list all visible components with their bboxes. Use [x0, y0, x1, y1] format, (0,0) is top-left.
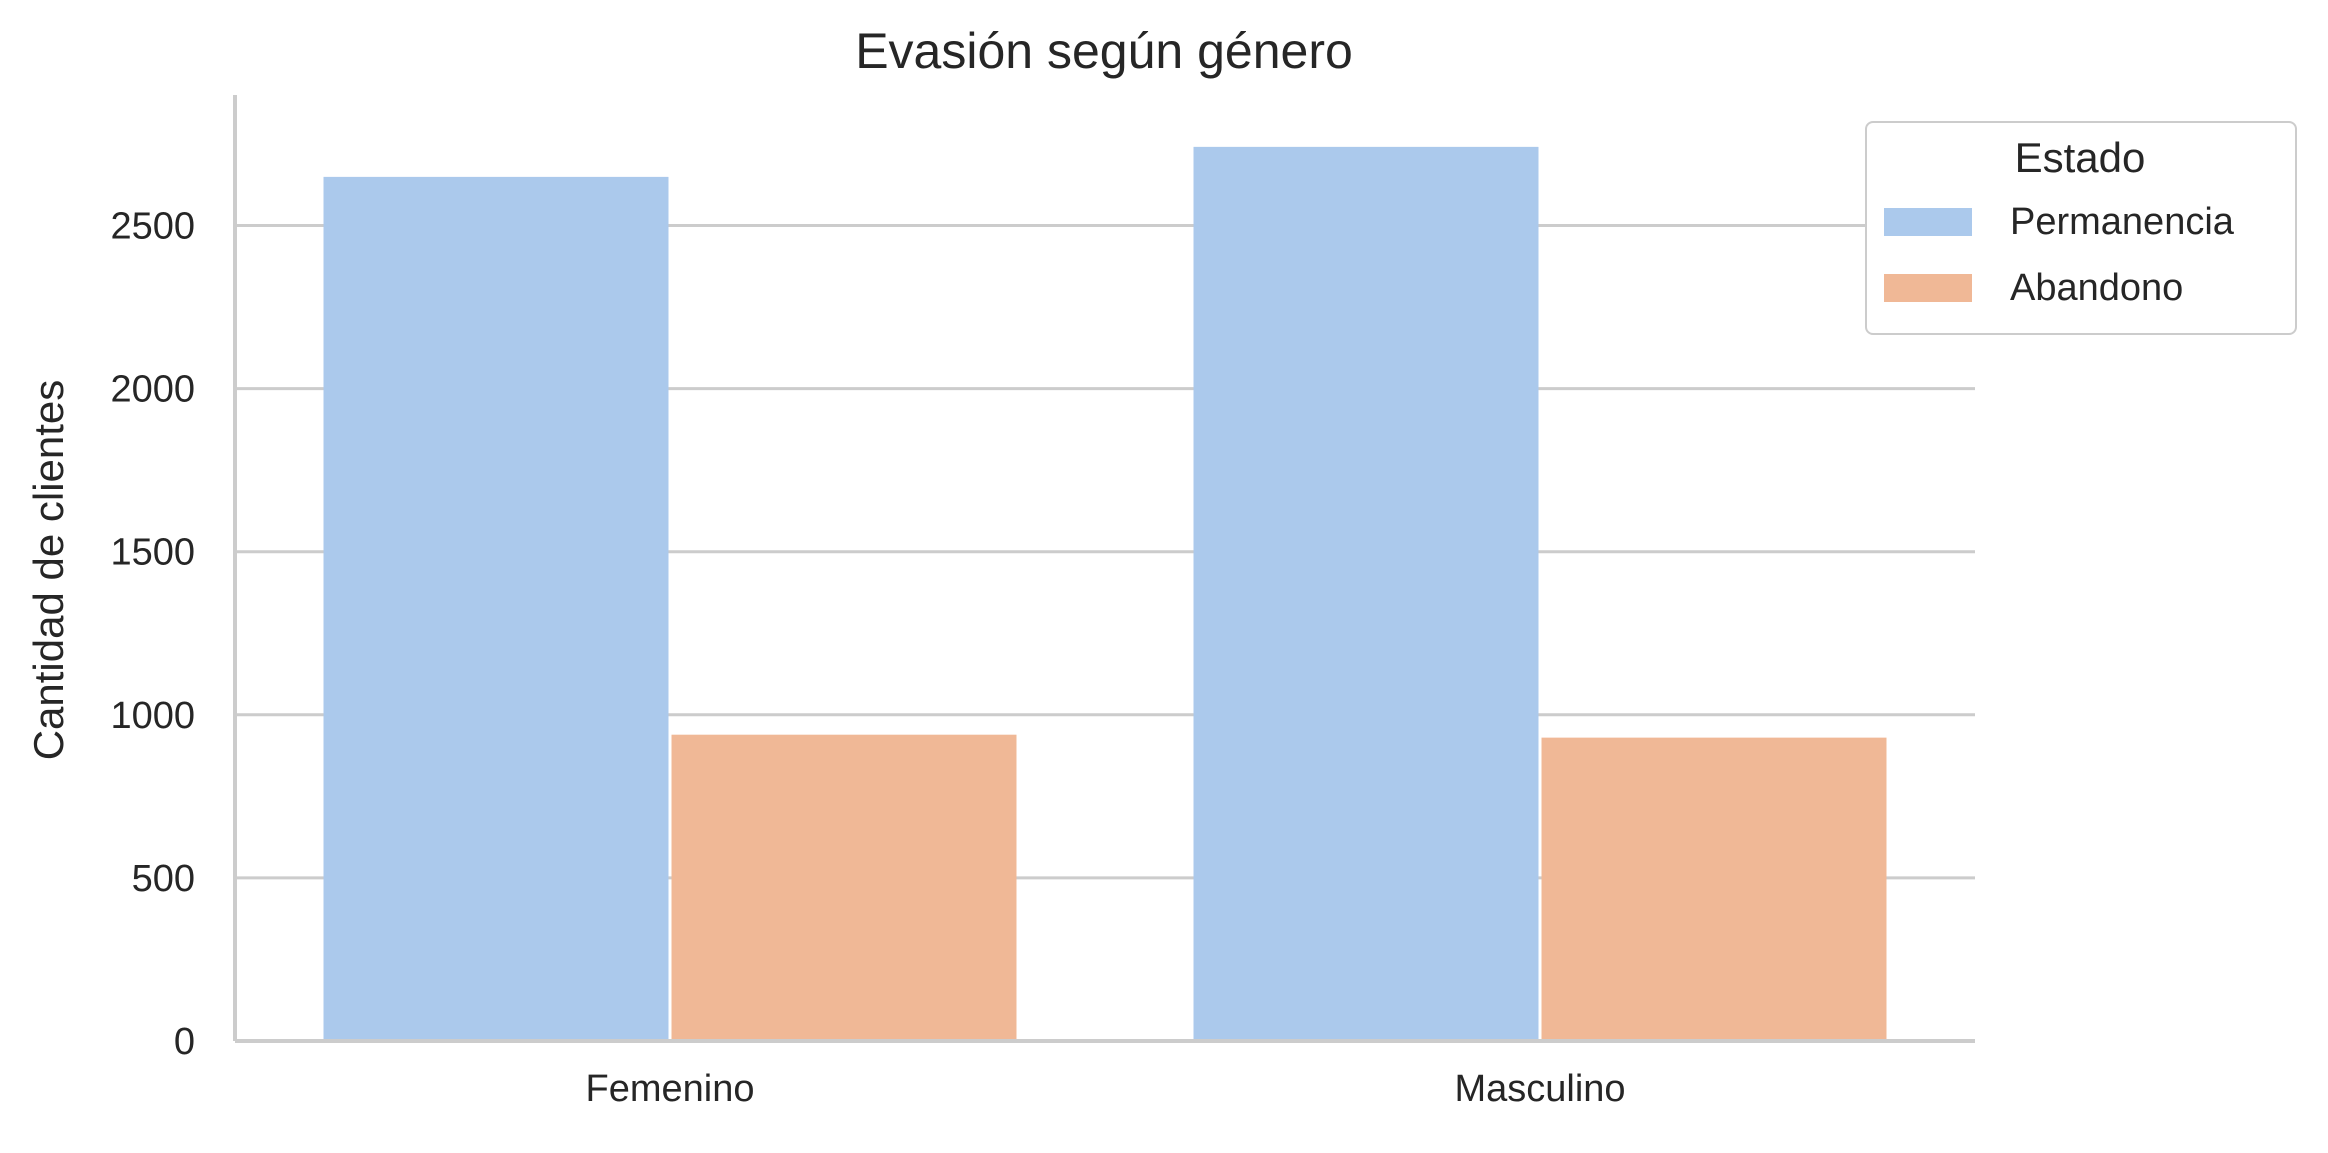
bar-permanencia-masculino [1193, 146, 1539, 1042]
legend-frame [1865, 121, 2297, 335]
y-tick-label: 1500 [110, 532, 195, 574]
x-tick-label: Masculino [1454, 1068, 1625, 1110]
y-tick-label: 2000 [110, 369, 195, 411]
bar-permanencia-femenino [323, 176, 669, 1041]
y-tick-label: 2500 [110, 205, 195, 247]
bar-abandono-masculino [1541, 737, 1887, 1041]
legend: Estado Permanencia Abandono [1865, 121, 2297, 335]
y-tick-label: 1000 [110, 695, 195, 737]
legend-label-abandono: Abandono [2010, 267, 2183, 309]
chart-title: Evasión según género [855, 23, 1353, 79]
legend-swatch-abandono [1884, 274, 1972, 302]
bars [323, 146, 1887, 1042]
y-tick-label: 0 [174, 1021, 195, 1063]
x-tick-labels: Femenino Masculino [586, 1068, 1626, 1110]
legend-swatch-permanencia [1884, 208, 1972, 236]
y-tick-labels: 0 500 1000 1500 2000 2500 [110, 205, 195, 1063]
legend-title: Estado [2015, 134, 2146, 181]
legend-label-permanencia: Permanencia [2010, 201, 2235, 243]
axes [233, 95, 1975, 1043]
x-tick-label: Femenino [586, 1068, 755, 1110]
legend-items: Permanencia Abandono [1884, 201, 2235, 309]
y-tick-label: 500 [132, 858, 195, 900]
y-axis-title: Cantidad de clientes [25, 380, 72, 761]
bar-abandono-femenino [671, 734, 1017, 1041]
